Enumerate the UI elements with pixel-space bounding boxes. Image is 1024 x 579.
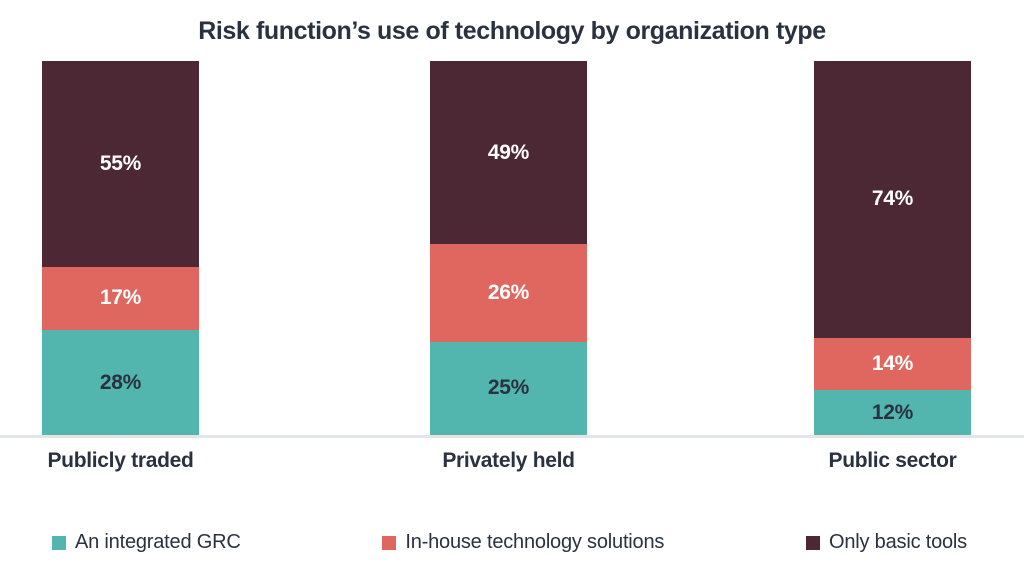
legend-item-in-house-technology: In-house technology solutions	[382, 531, 664, 554]
bar-segment-only-basic-tools: 55%	[42, 61, 199, 267]
legend-label: An integrated GRC	[75, 531, 241, 553]
category-label-publicly-traded: Publicly traded	[47, 449, 194, 472]
bar-privately-held: 49% 26% 25%	[430, 61, 587, 435]
legend-swatch-teal-icon	[52, 535, 66, 550]
segment-value-label: 49%	[487, 140, 530, 164]
x-axis-line	[0, 435, 1024, 438]
segment-value-label: 28%	[99, 370, 142, 394]
plot-area: 55% 17% 28% 49% 26% 25% 74% 14% 12%	[0, 61, 1024, 435]
segment-value-label: 25%	[487, 376, 530, 400]
bar-segment-integrated-grc: 28%	[42, 330, 199, 435]
bar-segment-in-house-technology: 14%	[814, 337, 971, 391]
legend-swatch-salmon-icon	[382, 535, 397, 550]
segment-value-label: 55%	[99, 151, 142, 175]
bar-segment-only-basic-tools: 49%	[430, 61, 587, 245]
segment-value-label: 74%	[871, 187, 914, 211]
bar-segment-in-house-technology: 26%	[430, 244, 587, 342]
bar-segment-integrated-grc: 25%	[430, 341, 587, 435]
category-axis: Publicly traded Privately held Public se…	[0, 449, 1024, 479]
category-label-privately-held: Privately held	[442, 449, 575, 472]
legend-label: In-house technology solutions	[405, 531, 665, 553]
bar-segment-in-house-technology: 17%	[42, 266, 199, 331]
segment-value-label: 14%	[871, 351, 914, 375]
legend-item-only-basic-tools: Only basic tools	[806, 531, 967, 554]
bar-public-sector: 74% 14% 12%	[814, 61, 971, 435]
legend-item-integrated-grc: An integrated GRC	[52, 531, 241, 554]
segment-value-label: 12%	[871, 400, 914, 424]
legend-swatch-maroon-icon	[806, 535, 820, 550]
category-label-public-sector: Public sector	[828, 449, 957, 472]
legend-label: Only basic tools	[829, 531, 967, 553]
segment-value-label: 26%	[487, 280, 530, 304]
bar-segment-only-basic-tools: 74%	[814, 61, 971, 338]
chart-title: Risk function’s use of technology by org…	[198, 17, 826, 45]
bar-segment-integrated-grc: 12%	[814, 390, 971, 435]
legend: An integrated GRC In-house technology so…	[52, 531, 967, 554]
bar-publicly-traded: 55% 17% 28%	[42, 61, 199, 435]
segment-value-label: 17%	[99, 286, 142, 310]
